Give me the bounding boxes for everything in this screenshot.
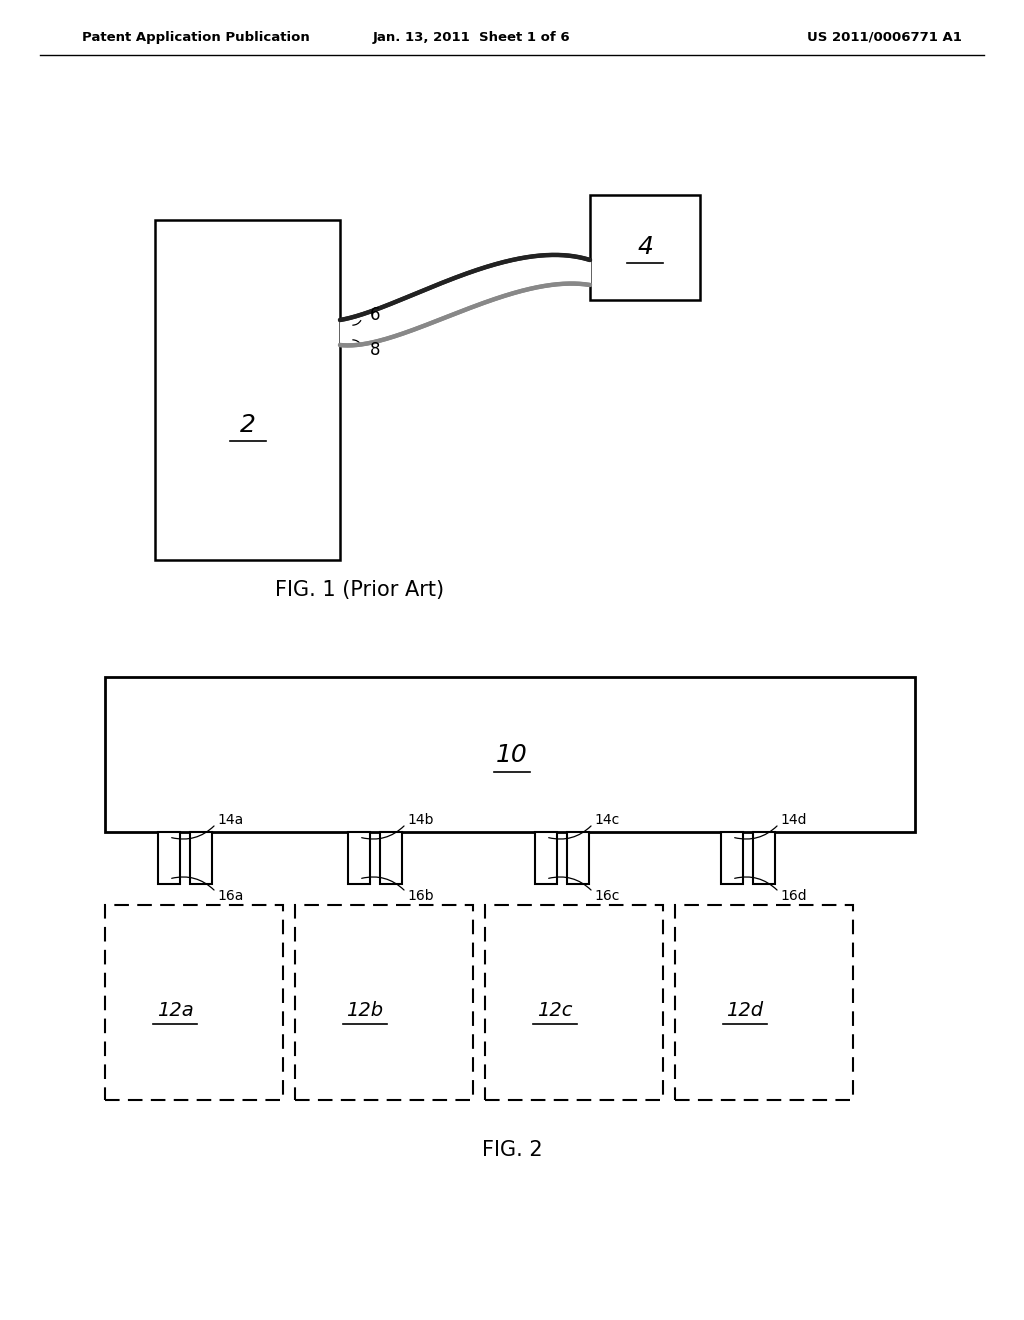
Text: 14b: 14b: [407, 813, 433, 828]
Text: 12c: 12c: [538, 1001, 572, 1019]
Bar: [158, 832, 180, 884]
Bar: [105, 906, 283, 1100]
Bar: [105, 677, 915, 832]
Text: 16b: 16b: [407, 888, 433, 903]
Bar: [535, 832, 557, 884]
Text: US 2011/0006771 A1: US 2011/0006771 A1: [807, 30, 962, 44]
Bar: [753, 832, 775, 884]
Text: 14a: 14a: [217, 813, 244, 828]
Bar: [190, 832, 212, 884]
Bar: [380, 832, 402, 884]
Bar: [675, 906, 853, 1100]
Text: 16d: 16d: [780, 888, 807, 903]
Text: FIG. 1 (Prior Art): FIG. 1 (Prior Art): [275, 579, 444, 601]
Bar: [348, 832, 370, 884]
Bar: [721, 832, 743, 884]
Bar: [295, 906, 473, 1100]
Bar: [567, 832, 589, 884]
Text: Patent Application Publication: Patent Application Publication: [82, 30, 309, 44]
Text: 16a: 16a: [217, 888, 244, 903]
Text: FIG. 2: FIG. 2: [481, 1140, 543, 1160]
Bar: [155, 220, 340, 560]
Text: 4: 4: [637, 235, 653, 259]
Text: 8: 8: [370, 341, 381, 359]
Text: 12b: 12b: [346, 1001, 384, 1019]
Bar: [485, 906, 663, 1100]
Text: 6: 6: [370, 306, 381, 323]
Text: 14d: 14d: [780, 813, 807, 828]
Text: 10: 10: [496, 743, 528, 767]
Text: 16c: 16c: [594, 888, 620, 903]
Bar: [590, 195, 700, 300]
Text: 12a: 12a: [157, 1001, 194, 1019]
Text: 14c: 14c: [594, 813, 620, 828]
Text: Jan. 13, 2011  Sheet 1 of 6: Jan. 13, 2011 Sheet 1 of 6: [373, 30, 569, 44]
Text: 12d: 12d: [726, 1001, 764, 1019]
Text: 2: 2: [240, 413, 256, 437]
